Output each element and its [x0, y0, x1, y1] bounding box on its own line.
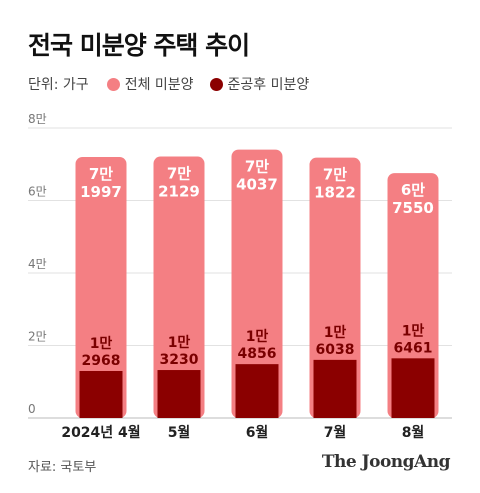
- y-tick-label: 2만: [28, 330, 47, 344]
- x-tick-label: 2024년 4월: [61, 424, 140, 441]
- data-label-completed: 1만: [90, 336, 113, 352]
- unit-label: 단위: 가구: [28, 77, 89, 93]
- x-tick-label: 7월: [324, 424, 347, 441]
- data-label-completed: 1만: [402, 323, 425, 339]
- data-label-total: 1997: [80, 183, 122, 201]
- bar-total: [231, 149, 283, 418]
- data-label-total: 2129: [158, 183, 200, 201]
- data-label-total: 7만: [245, 158, 269, 176]
- y-tick-label: 0: [28, 402, 36, 416]
- data-label-total: 4037: [236, 176, 278, 194]
- data-label-completed: 6461: [394, 340, 433, 356]
- chart-title: 전국 미분양 주택 추이: [28, 31, 250, 60]
- data-label-total: 7만: [89, 165, 113, 183]
- y-tick-label: 6만: [28, 185, 47, 199]
- bar-completed: [235, 364, 279, 418]
- legend-label-total: 전체 미분양: [124, 77, 194, 93]
- data-label-total: 7만: [167, 165, 191, 183]
- legend-item-total: 전체 미분양: [106, 74, 194, 94]
- legend-swatch-total: [106, 77, 120, 91]
- data-label-total: 1822: [314, 184, 356, 202]
- data-label-completed: 2968: [82, 353, 121, 369]
- y-tick-label: 4만: [28, 257, 47, 271]
- bar-completed: [157, 370, 201, 418]
- data-label-total: 7만: [323, 166, 347, 184]
- bar-completed: [391, 358, 435, 418]
- brand-logo: The JoongAng: [321, 452, 451, 472]
- bar-total: [387, 173, 439, 418]
- legend-label-completed: 준공후 미분양: [227, 77, 310, 93]
- x-tick-label: 8월: [402, 424, 425, 441]
- bar-completed: [313, 359, 357, 418]
- data-label-completed: 1만: [324, 325, 347, 341]
- legend-item-completed: 준공후 미분양: [209, 74, 310, 94]
- data-label-completed: 1만: [246, 329, 269, 345]
- data-label-completed: 6038: [316, 342, 355, 358]
- x-tick-label: 6월: [246, 424, 269, 441]
- x-tick-label: 5월: [168, 424, 191, 441]
- bar-total: [153, 156, 205, 418]
- bar-total: [309, 157, 361, 418]
- y-tick-label: 8만: [28, 112, 47, 126]
- data-label-completed: 3230: [160, 352, 199, 368]
- bar-completed: [79, 370, 123, 418]
- legend: 단위: 가구 전체 미분양 준공후 미분양: [28, 74, 325, 94]
- source-note: 자료: 국토부: [28, 460, 97, 475]
- data-label-completed: 1만: [168, 335, 191, 351]
- data-label-total: 7550: [392, 199, 434, 217]
- legend-swatch-completed: [209, 77, 223, 91]
- bar-total: [75, 157, 127, 419]
- data-label-completed: 4856: [238, 346, 277, 362]
- data-label-total: 6만: [401, 181, 425, 199]
